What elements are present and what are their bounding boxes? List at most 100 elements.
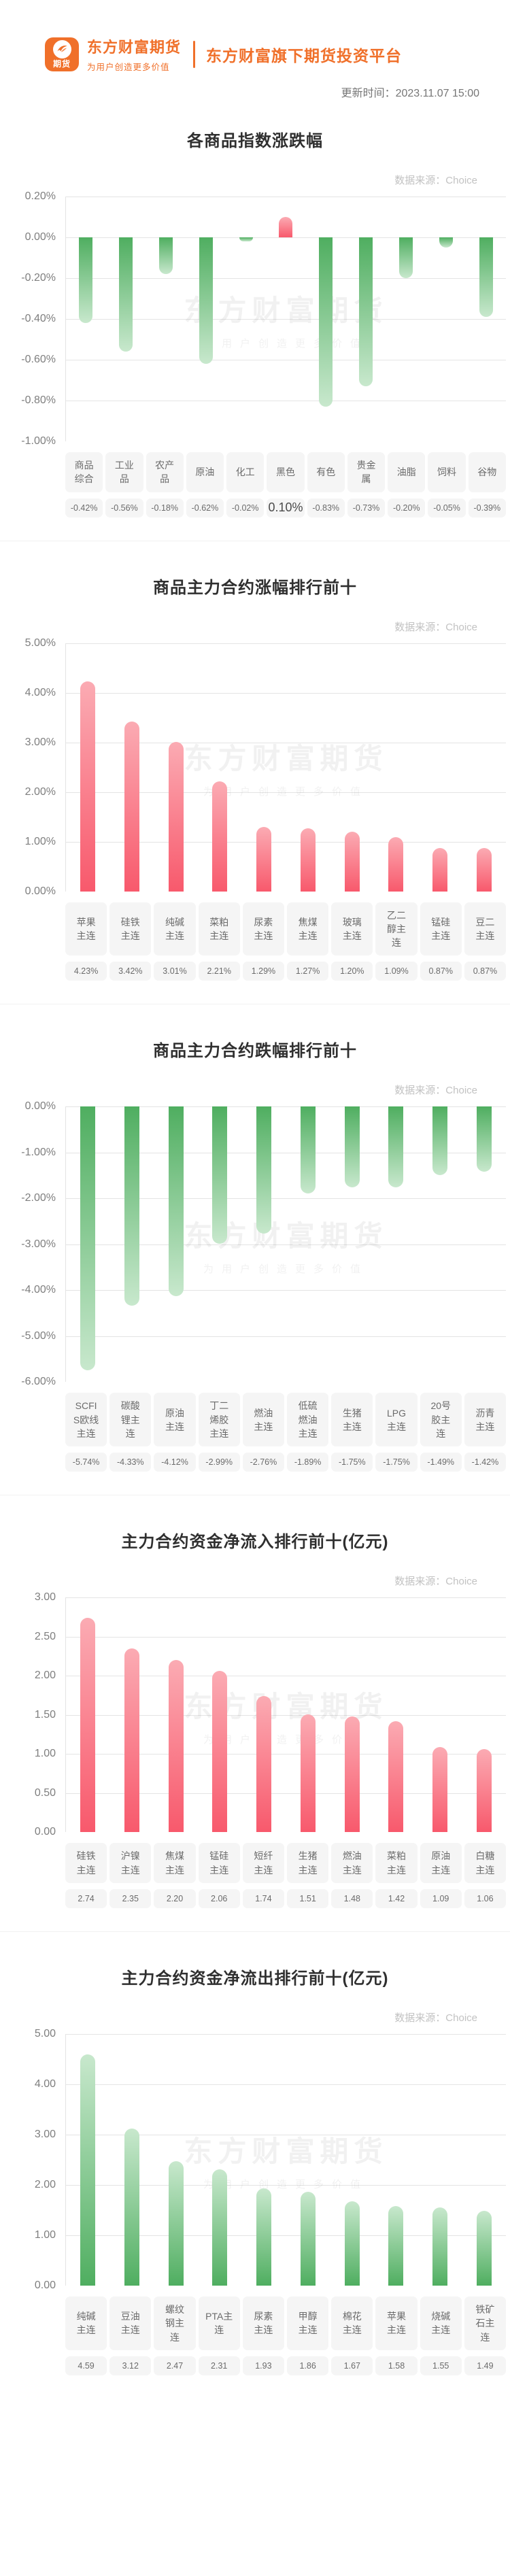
bar-column (466, 197, 506, 441)
bar (432, 1747, 447, 1833)
bar (212, 781, 228, 892)
bar (300, 1106, 316, 1194)
y-axis: 0.20% 0.00% -0.20% -0.40% -0.60% -0.80% -1.00% (0, 190, 65, 447)
chart-section-5: 主力合约资金净流出排行前十(亿元) 数据来源：Choice 5.00 4.00 3.00… (0, 1931, 510, 2375)
y-tick-label: 0.00% (24, 231, 56, 243)
brand-tagline: 东方财富旗下期货投资平台 (206, 46, 403, 65)
value-pill: -1.42% (464, 1453, 507, 1472)
bar-column (242, 1106, 286, 1382)
gridline (66, 2033, 506, 2035)
value-pill: 0.87% (464, 962, 507, 981)
data-source-note: 数据来源：Choice (394, 621, 477, 633)
category-pill: 丁二烯胶主连 (198, 1393, 240, 1447)
value-pill: 2.47 (154, 2356, 196, 2375)
gridline (66, 792, 506, 793)
logo-swoosh-icon (52, 39, 71, 58)
brand-name: 东方财富期货 (87, 39, 182, 56)
category-pill: 苹果主连 (375, 2296, 418, 2350)
update-time: 更新时间：2023.11.07 15:00 (341, 88, 479, 99)
value-pill: -0.02% (226, 498, 265, 518)
bar (168, 1106, 184, 1296)
data-source-note: 数据来源：Choice (394, 1576, 477, 1588)
bar-column (186, 197, 226, 441)
value-pill: -0.56% (105, 498, 143, 518)
category-pill: 有色 (307, 452, 345, 492)
bar (124, 1648, 140, 1833)
y-tick-label: -0.60% (21, 354, 56, 365)
brand-logo-icon: 期货 (45, 37, 79, 71)
chart-title: 各商品指数涨跌幅 (187, 132, 323, 150)
chart-title: 商品主力合约跌幅排行前十 (153, 1042, 357, 1061)
category-pill: PTA主连 (198, 2296, 240, 2350)
value-pill: 1.27% (287, 962, 329, 981)
y-tick-label: 3.00 (34, 2128, 56, 2140)
category-pill: 苹果主连 (65, 902, 107, 956)
category-pill: 铁矿石主连 (464, 2296, 507, 2350)
bar-column (198, 1597, 242, 1833)
y-tick-label: 2.50 (34, 1630, 56, 1642)
value-pill: 1.48 (331, 1888, 373, 1908)
y-tick-label: 0.00 (34, 2279, 56, 2291)
y-tick-label: 2.00 (34, 2178, 56, 2190)
bar (344, 2201, 360, 2286)
bar (300, 1714, 316, 1833)
bar (476, 1106, 492, 1172)
value-pill: -4.12% (154, 1453, 196, 1472)
bar-column (242, 2034, 286, 2286)
value-pill: 1.67 (331, 2356, 373, 2375)
y-tick-label: 0.00 (34, 1826, 56, 1838)
value-pill: 2.20 (154, 1888, 196, 1908)
bar-column (330, 2034, 374, 2286)
bar (124, 721, 140, 892)
value-pill: 1.09 (420, 1888, 462, 1908)
bar (168, 2161, 184, 2286)
gridline (66, 1636, 506, 1638)
value-pill: -2.99% (198, 1453, 240, 1472)
category-row: 苹果主连 硅铁主连 纯碱主连 菜粕主连 尿素主连 焦煤主连 玻璃主连 乙二醇主连 锰硅主连 豆二主… (65, 902, 507, 956)
bar-column (110, 2034, 154, 2286)
value-pill: 0.10% (267, 498, 305, 518)
y-tick-label: 4.00 (34, 2078, 56, 2090)
bar (476, 1749, 492, 1833)
y-tick-label: -6.00% (21, 1376, 56, 1388)
bar (80, 1618, 96, 1833)
bar (256, 827, 272, 892)
category-pill: 硅铁主连 (65, 1843, 107, 1883)
y-tick-label: 1.00 (34, 2228, 56, 2241)
y-tick-label: -0.80% (21, 394, 56, 406)
bar (168, 741, 184, 892)
bar (398, 237, 413, 278)
value-pill: -1.75% (331, 1453, 373, 1472)
plot: 3.00 2.50 2.00 1.50 1.00 0.50 0.00 东方财富期货 为用户创造更… (0, 1591, 506, 1837)
category-pill: 原油主连 (154, 1393, 196, 1447)
bar (344, 1106, 360, 1187)
chart-title: 主力合约资金净流出排行前十(亿元) (121, 1969, 389, 1988)
bar (388, 1106, 404, 1187)
bar-column (198, 643, 242, 892)
value-pill: -1.89% (287, 1453, 329, 1472)
bar-column (198, 2034, 242, 2286)
value-pill: -0.18% (146, 498, 184, 518)
bar-column (418, 1106, 462, 1382)
gridline (66, 1793, 506, 1794)
category-pill: LPG主连 (375, 1393, 418, 1447)
value-pill: -4.33% (109, 1453, 152, 1472)
bar-column (330, 1106, 374, 1382)
value-pill: -5.74% (65, 1453, 107, 1472)
value-pill: -0.73% (347, 498, 386, 518)
bar-column (226, 197, 266, 441)
value-row: 2.74 2.35 2.20 2.06 1.74 1.51 1.48 1.42 1.09 1.06 (65, 1888, 507, 1908)
bar-column (418, 643, 462, 892)
category-pill: 生猪主连 (331, 1393, 373, 1447)
gridline (66, 1198, 506, 1200)
bar (80, 681, 96, 892)
value-pill: 3.42% (109, 962, 152, 981)
bar-column (462, 1106, 506, 1382)
category-pill: 贵金属 (347, 452, 386, 492)
gridline (66, 319, 506, 320)
value-pill: 1.55 (420, 2356, 462, 2375)
value-pill: -0.83% (307, 498, 345, 518)
bar (79, 237, 93, 323)
category-row: 纯碱主连 豆油主连 螺纹钢主连 PTA主连 尿素主连 甲醇主连 棉花主连 苹果主连 烧碱主连 铁矿… (65, 2296, 507, 2350)
bar-column (66, 197, 106, 441)
